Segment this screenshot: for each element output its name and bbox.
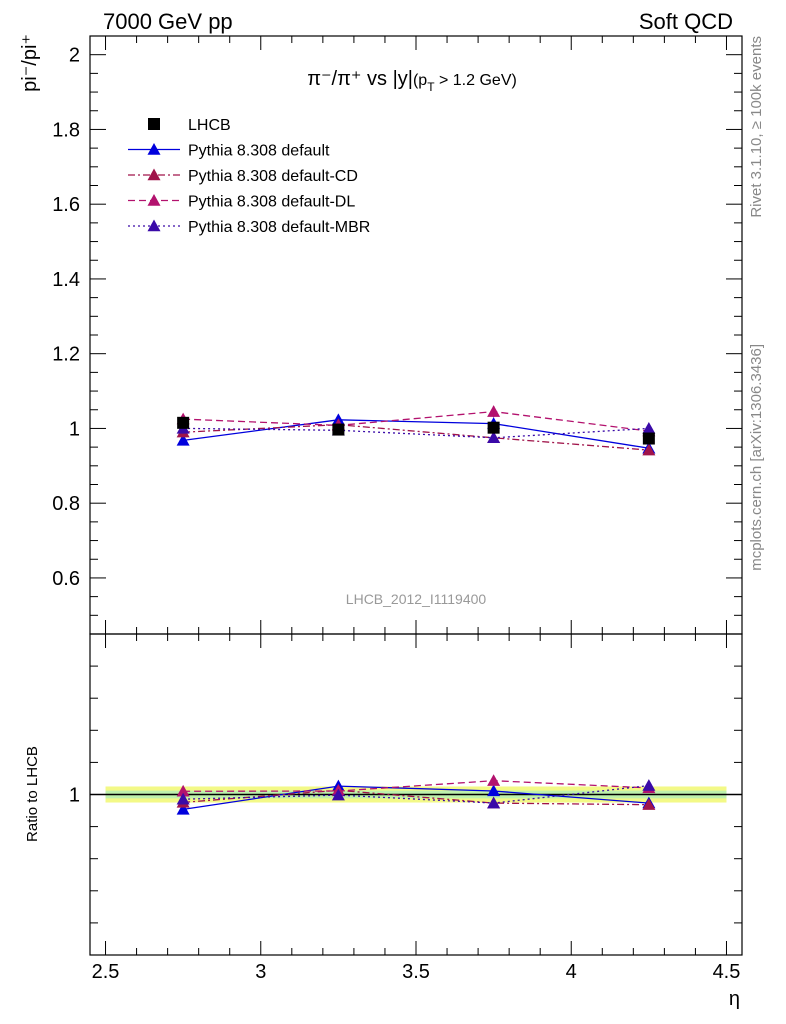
ratio-series-line: [183, 789, 649, 806]
data-point: [332, 423, 345, 436]
legend-marker: [148, 118, 160, 130]
axis-ticks: 2.5 3 3.5 4 4.5 0.6 0.8 1 1.2 1.4 1.6 1.8 2 1: [52, 35, 742, 983]
ratio-series-point: [487, 784, 501, 797]
data-point: [642, 432, 655, 445]
ratio-series-point: [176, 784, 190, 797]
ratio-band: [90, 786, 742, 803]
y-tick-label: 1.6: [52, 194, 80, 216]
chart-title-cut-end: > 1.2 GeV): [435, 72, 517, 89]
side-label-rivet: Rivet 3.1.10, ≥ 100k events: [748, 36, 765, 218]
ratio-series-line: [183, 780, 649, 792]
chart-title-cut: (p: [413, 72, 427, 89]
legend-label: Pythia 8.308 default-DL: [188, 194, 355, 211]
x-tick-label: 3: [255, 961, 266, 983]
y-tick-label: 1.4: [52, 269, 80, 291]
ratio-series-point: [331, 788, 345, 801]
series-line: [183, 424, 649, 451]
x-tick-label: 2.5: [92, 961, 120, 983]
legend-label: Pythia 8.308 default-MBR: [188, 219, 370, 236]
legend-marker: [147, 168, 161, 181]
data-point: [177, 416, 190, 429]
series-point: [176, 433, 190, 446]
x-tick-label: 4.5: [713, 961, 741, 983]
y-tick-label: 1.8: [52, 119, 80, 141]
y-axis-label: pi⁻/pi⁺: [19, 34, 41, 92]
legend: LHCB Pythia 8.308 default Pythia 8.308 def…: [128, 117, 370, 236]
series-point: [642, 443, 656, 456]
series-line: [183, 419, 650, 449]
analysis-id: LHCB_2012_I1119400: [346, 591, 487, 607]
y-tick-label: 2: [69, 45, 80, 67]
legend-marker: [147, 194, 161, 206]
series-lines: [176, 405, 656, 815]
ratio-series-point: [642, 779, 656, 791]
ratio-series-point: [642, 798, 656, 810]
header-left: 7000 GeV pp: [103, 9, 233, 34]
ratio-y-axis-label: Ratio to LHCB: [24, 746, 41, 842]
ratio-series-point: [176, 802, 190, 815]
x-axis-label: η: [729, 988, 740, 1010]
ratio-series-point: [487, 796, 501, 809]
legend-label: Pythia 8.308 default-CD: [188, 168, 358, 185]
ratio-series-point: [487, 774, 501, 786]
ratio-y-tick-label: 1: [69, 785, 80, 807]
y-tick-label: 1.2: [52, 344, 80, 366]
chart-title-cut-sub: T: [427, 80, 435, 94]
legend-marker: [147, 143, 161, 155]
x-tick-label: 4: [566, 961, 577, 983]
header-right: Soft QCD: [639, 9, 733, 34]
y-tick-label: 0.6: [52, 568, 80, 590]
series-line: [183, 410, 649, 432]
chart-title-main: π⁻/π⁺ vs |y|: [307, 68, 413, 90]
y-tick-label: 1: [69, 418, 80, 440]
series-point: [642, 421, 656, 434]
series-line: [183, 427, 649, 439]
series-point: [487, 431, 501, 443]
legend-label: LHCB: [188, 117, 231, 134]
x-tick-label: 3.5: [402, 961, 430, 983]
ratio-series-point: [176, 792, 190, 805]
series-point: [487, 405, 501, 417]
legend-label: Pythia 8.308 default: [188, 143, 330, 160]
data-point: [487, 421, 500, 434]
chart-title: π⁻/π⁺ vs |y|(pT > 1.2 GeV): [307, 68, 517, 94]
y-tick-label: 0.8: [52, 493, 80, 515]
legend-marker: [147, 219, 161, 232]
ratio-series-line: [183, 785, 649, 811]
side-label-mcplots: mcplots.cern.ch [arXiv:1306.3436]: [748, 344, 765, 571]
